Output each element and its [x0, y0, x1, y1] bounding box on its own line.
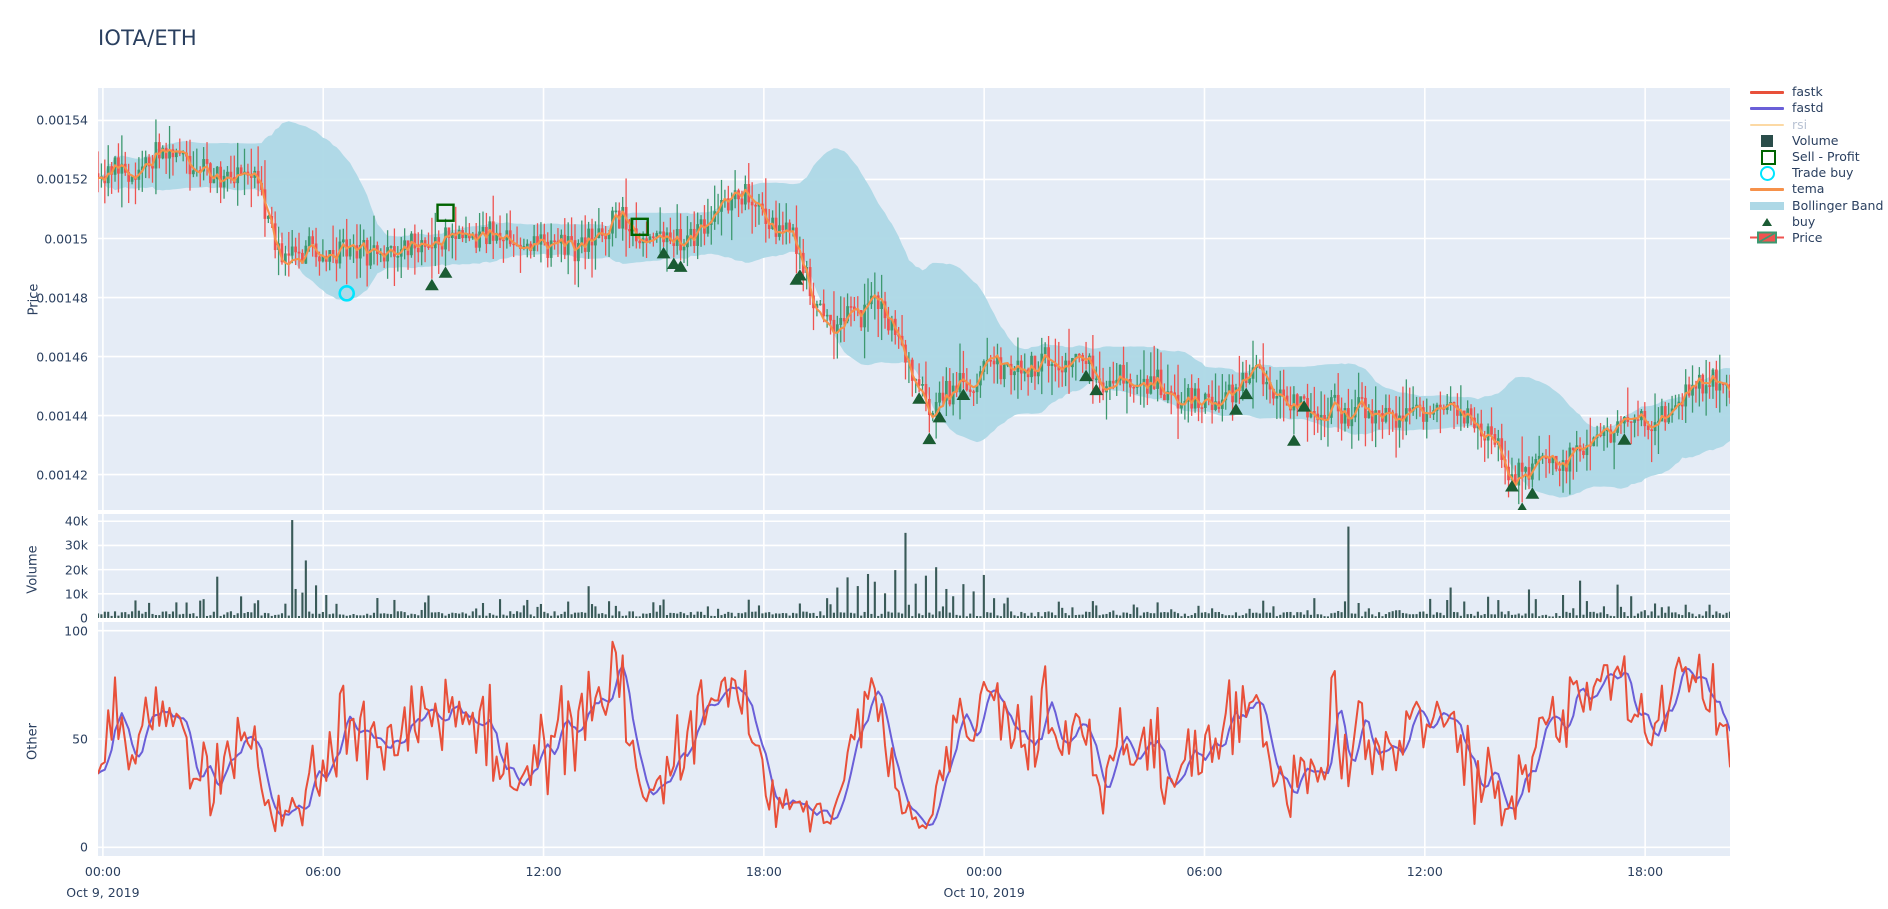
legend-item-tema[interactable]: tema: [1748, 181, 1888, 197]
y-tick-label: 0.0015: [44, 231, 88, 246]
x-axis-date-right: Oct 10, 2019: [943, 885, 1025, 900]
legend-item-buy[interactable]: buy: [1748, 214, 1888, 230]
legend-open-square-icon: [1748, 149, 1786, 166]
y-tick-label: 100: [64, 623, 88, 639]
legend-item-label: fastk: [1792, 84, 1823, 100]
legend-item-trade-buy[interactable]: Trade buy: [1748, 165, 1888, 182]
y-tick-label: 0: [80, 839, 88, 855]
legend-item-label: Volume: [1792, 132, 1839, 148]
line-swatch-icon: [1750, 123, 1784, 127]
chart-legend: fastk fastd rsi Volume Sell - Profit Trade bu…: [1748, 84, 1888, 246]
open-circle-icon: [1760, 166, 1775, 182]
legend-item-label: Bollinger Band: [1792, 197, 1884, 213]
y-tick-label: 0.00148: [36, 290, 88, 306]
y-tick-label: 50: [72, 731, 88, 747]
legend-triangle-up-icon: [1748, 214, 1786, 229]
price-axis-title: Price: [26, 283, 42, 316]
price-plot-svg: [98, 88, 1730, 510]
volume-axis-title: Volume: [25, 545, 41, 594]
buy-markers: [425, 246, 1632, 510]
candlestick-icon: [1750, 231, 1784, 244]
bollinger-band-area: [98, 121, 1730, 498]
x-tick-label: 12:00: [1406, 864, 1443, 879]
legend-line-swatch-icon: [1748, 117, 1786, 132]
page-title: IOTA/ETH: [98, 26, 197, 50]
y-tick-label: 30k: [64, 537, 88, 553]
volume-subplot: [98, 514, 1730, 618]
x-tick-label: 18:00: [1627, 864, 1664, 879]
sell-profit-markers: [436, 203, 649, 237]
y-tick-label: 0.00146: [36, 349, 88, 365]
y-tick-label: 40k: [64, 513, 88, 529]
line-swatch-icon: [1750, 188, 1784, 191]
line-swatch-icon: [1750, 91, 1784, 94]
square-swatch-icon: [1761, 134, 1773, 147]
legend-item-sell-profit[interactable]: Sell - Profit: [1748, 149, 1888, 166]
x-tick-label: 12:00: [525, 864, 562, 879]
y-tick-label: 10k: [64, 586, 88, 602]
y-tick-label: 0: [80, 610, 88, 626]
y-tick-label: 0.00152: [36, 171, 88, 187]
legend-item-fastd[interactable]: fastd: [1748, 100, 1888, 116]
line-swatch-icon: [1750, 107, 1784, 110]
x-axis-date-left: Oct 9, 2019: [66, 885, 140, 900]
x-tick-label: 06:00: [1186, 864, 1223, 879]
legend-item-label: Trade buy: [1792, 165, 1854, 181]
legend-item-label: Sell - Profit: [1792, 149, 1860, 165]
y-tick-label: 20k: [64, 562, 88, 578]
y-tick-label: 0.00144: [36, 408, 88, 424]
y-tick-label: 0.00142: [36, 467, 88, 483]
volume-plot-svg: [98, 514, 1730, 618]
legend-item-label: fastd: [1792, 100, 1824, 116]
volume-gridlines: [98, 514, 1730, 618]
legend-item-label: buy: [1792, 213, 1816, 229]
x-tick-label: 00:00: [84, 864, 121, 879]
y-tick-label: 0.00154: [36, 112, 88, 128]
legend-item-rsi[interactable]: rsi: [1748, 116, 1888, 132]
other-subplot: [98, 622, 1730, 856]
legend-square-swatch-icon: [1748, 133, 1786, 148]
x-tick-label: 06:00: [305, 864, 342, 879]
legend-item-label: rsi: [1792, 116, 1808, 132]
legend-band-swatch-icon: [1748, 198, 1786, 213]
legend-line-swatch-icon: [1748, 181, 1786, 196]
legend-open-circle-icon: [1748, 165, 1786, 182]
legend-candlestick-icon: [1748, 230, 1786, 245]
legend-item-fastk[interactable]: fastk: [1748, 84, 1888, 100]
legend-item-bollinger-band[interactable]: Bollinger Band: [1748, 197, 1888, 213]
legend-item-label: Price: [1792, 229, 1823, 245]
x-tick-label: 18:00: [745, 864, 782, 879]
tema-line: [98, 148, 1730, 487]
other-axis-title: Other: [25, 723, 41, 760]
other-plot-svg: [98, 622, 1730, 856]
legend-line-swatch-icon: [1748, 84, 1786, 99]
legend-line-swatch-icon: [1748, 100, 1786, 115]
volume-bars: [98, 520, 1730, 618]
band-swatch-icon: [1750, 201, 1784, 210]
trade-buy-markers: [338, 285, 356, 302]
legend-item-label: tema: [1792, 181, 1825, 197]
x-tick-label: 00:00: [966, 864, 1003, 879]
fastk-line: [98, 640, 1730, 833]
legend-item-volume[interactable]: Volume: [1748, 133, 1888, 149]
legend-item-price[interactable]: Price: [1748, 230, 1888, 246]
triangle-up-icon: [1762, 217, 1772, 226]
open-square-icon: [1761, 150, 1776, 166]
price-subplot: [98, 88, 1730, 510]
